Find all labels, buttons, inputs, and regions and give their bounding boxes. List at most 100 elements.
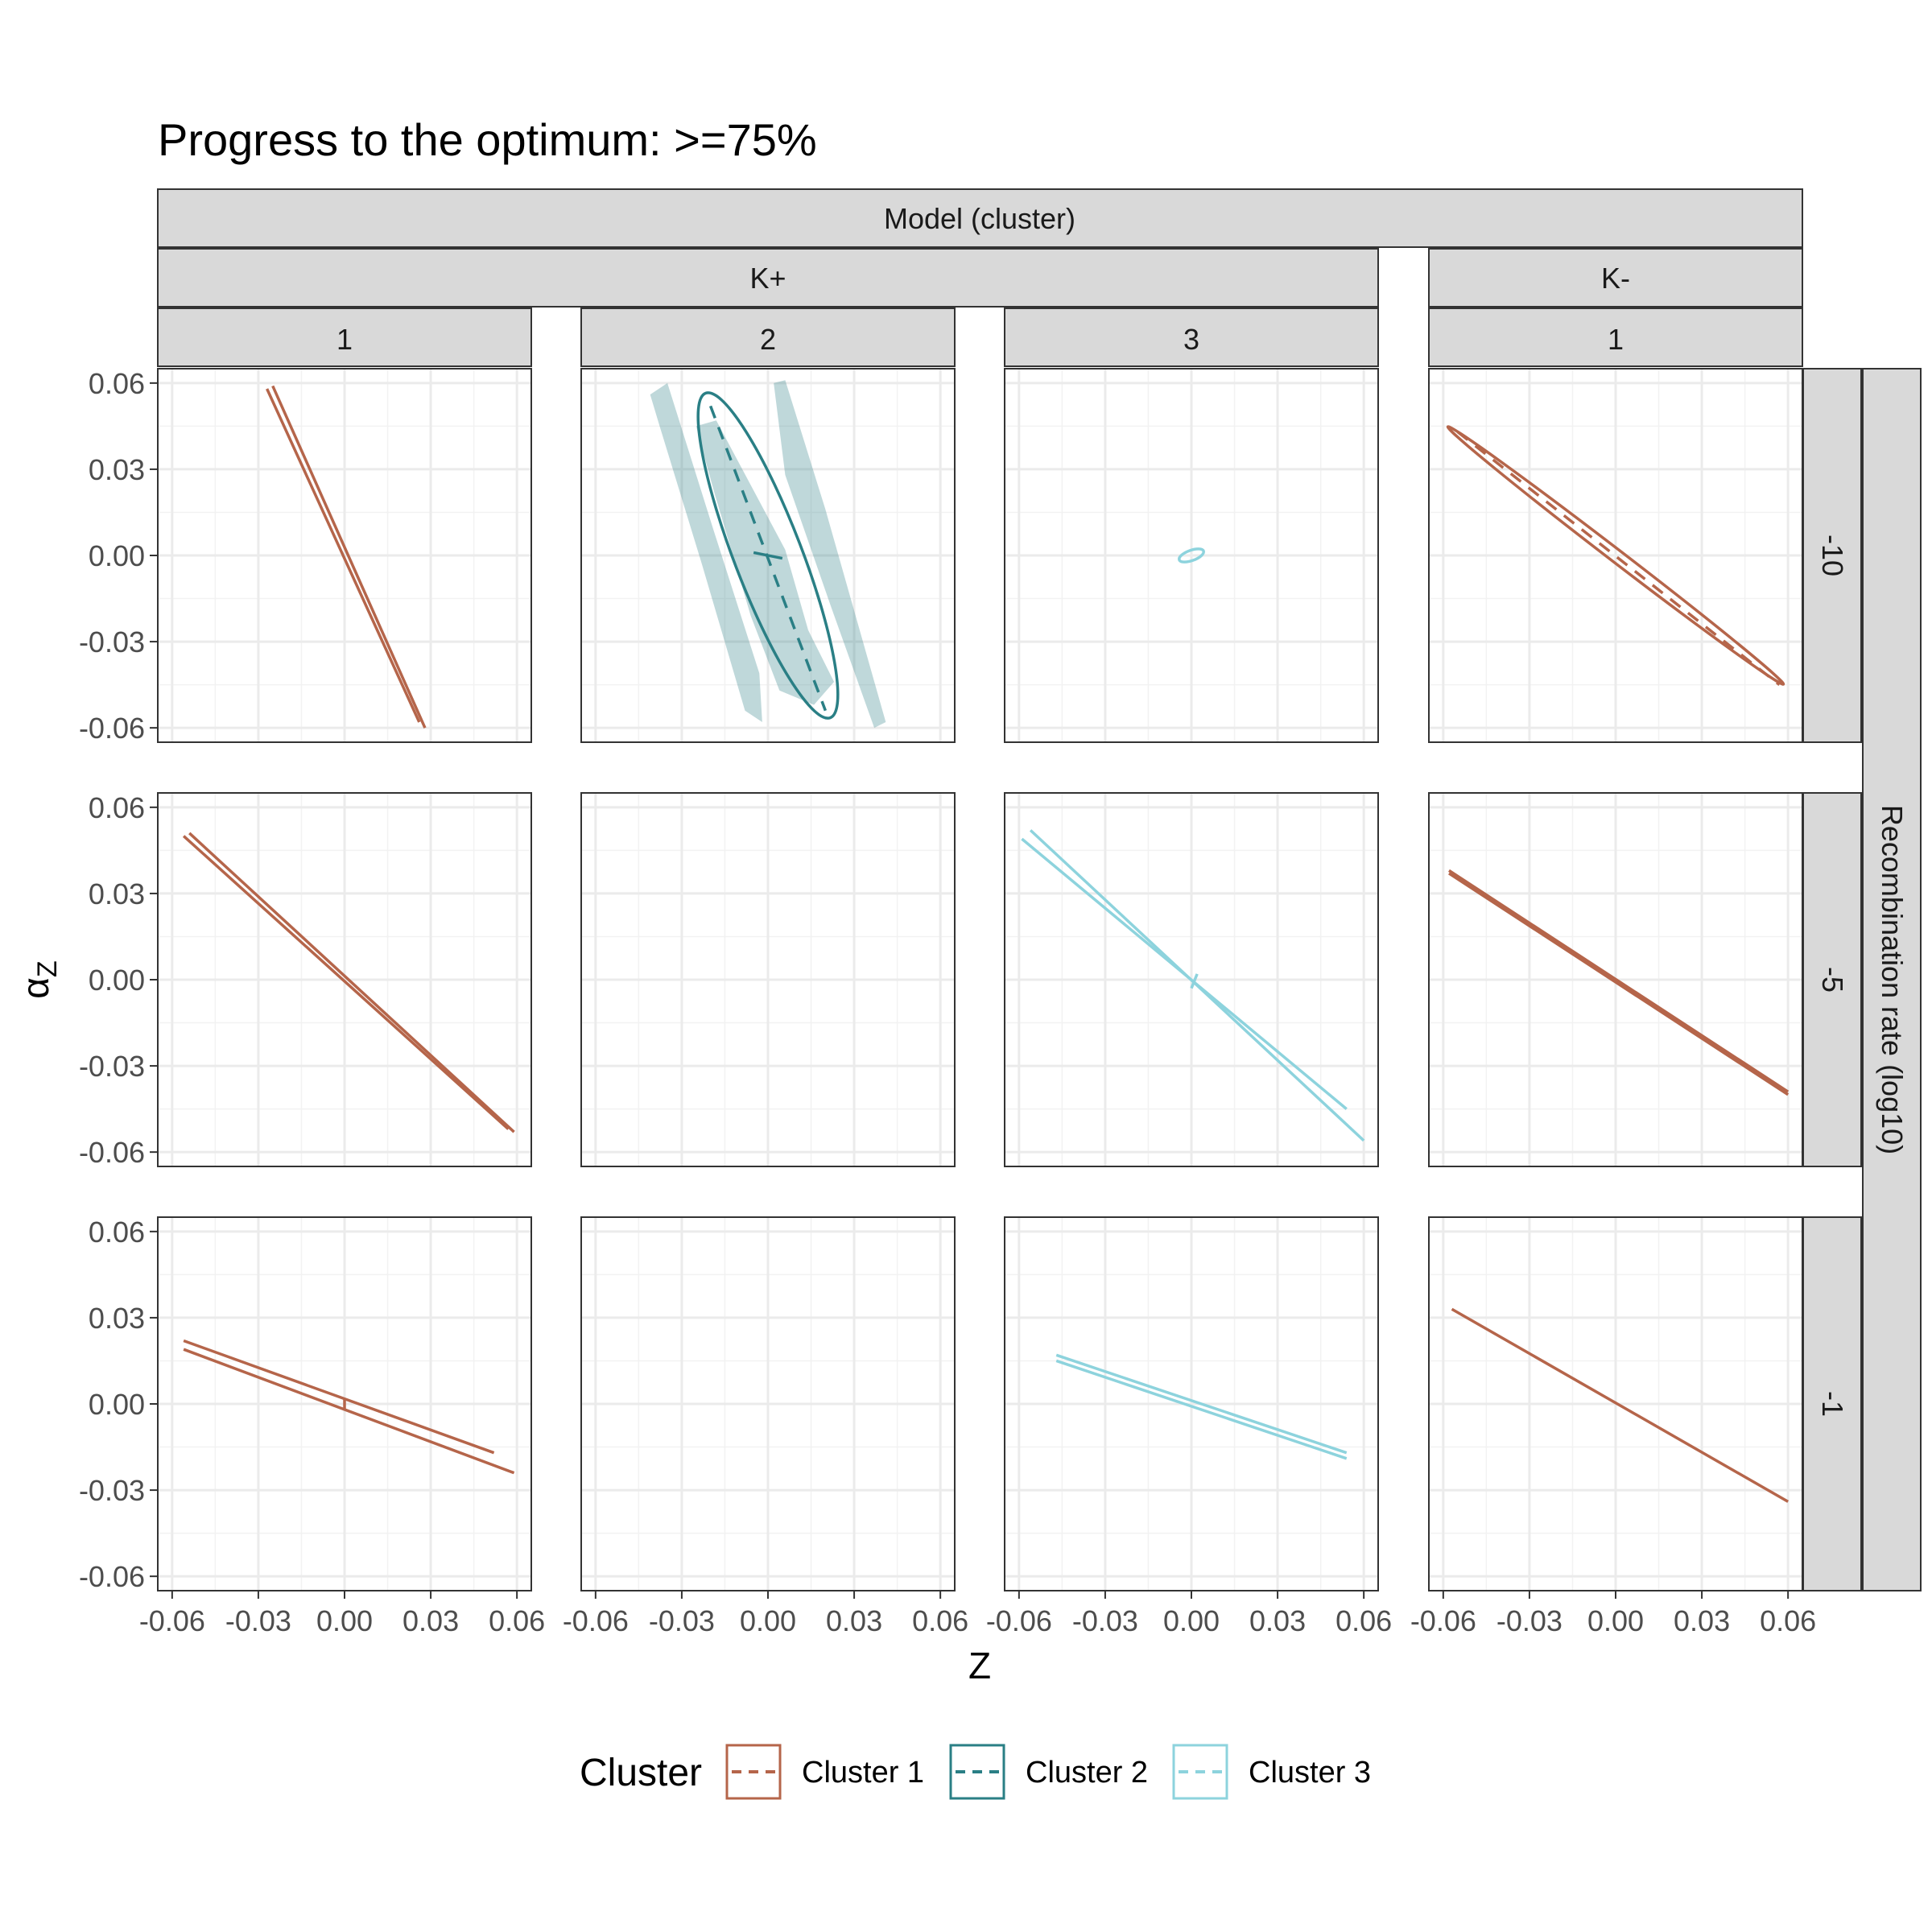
panel-border <box>1428 792 1803 1167</box>
y-tick-label: -0.06 <box>79 712 145 745</box>
panel-r1-c2 <box>580 368 956 743</box>
strip-row-2-label: -5 <box>1816 967 1849 993</box>
cluster-line-2 <box>188 832 515 1133</box>
x-tick-label: -0.06 <box>139 1604 205 1637</box>
panel-r3-c2 <box>580 1216 956 1591</box>
x-tick-label: 0.06 <box>1335 1604 1392 1637</box>
strip-row-title-label: Recombination rate (log10) <box>1876 805 1909 1154</box>
cluster-crossbar <box>753 551 783 560</box>
x-tick-label: -0.03 <box>225 1604 291 1637</box>
y-axis-title-sub: Z <box>32 960 63 977</box>
panel-r1-c4 <box>1428 368 1803 743</box>
cluster-line-1 <box>1451 1307 1790 1503</box>
x-tick-label: 0.03 <box>826 1604 882 1637</box>
legend-item-cluster-1: Cluster 1 <box>725 1744 924 1800</box>
strip-col-1-label: 1 <box>336 323 353 356</box>
x-tick-label: 0.00 <box>740 1604 796 1637</box>
panel-r1-c1 <box>157 368 532 743</box>
legend-label-cluster-3: Cluster 3 <box>1249 1756 1371 1790</box>
cluster-line-1 <box>1448 869 1790 1093</box>
panel-r2-c1 <box>157 792 532 1167</box>
cluster-ellipse <box>696 391 840 720</box>
cluster-line-2 <box>1029 829 1365 1142</box>
panel-r2-c3 <box>1004 792 1379 1167</box>
y-tick-label: -0.03 <box>79 1050 145 1083</box>
legend: Cluster Cluster 1 Cluster 2 Cluster 3 <box>580 1744 1371 1800</box>
strip-col-3-label: 3 <box>1183 323 1199 356</box>
x-tick-label: -0.03 <box>1072 1604 1138 1637</box>
y-tick-label: 0.00 <box>89 539 145 572</box>
panel-border <box>1428 368 1803 743</box>
strip-row-3-box <box>1802 1216 1862 1591</box>
cluster-line-1 <box>1055 1353 1348 1455</box>
x-tick-label: 0.06 <box>1760 1604 1816 1637</box>
legend-item-cluster-3: Cluster 3 <box>1172 1744 1371 1800</box>
panel-border <box>580 792 956 1167</box>
panel-r3-c1 <box>157 1216 532 1591</box>
y-tick-label: -0.03 <box>79 1474 145 1507</box>
cluster-line-2 <box>1448 872 1790 1096</box>
cluster-dashed-axis <box>708 405 828 712</box>
cluster-band-3 <box>696 420 835 705</box>
y-tick-label: 0.03 <box>89 1302 145 1335</box>
cluster-dashed-axis <box>1456 431 1781 686</box>
cluster-line-1 <box>266 388 421 723</box>
panel-r3-c3 <box>1004 1216 1379 1591</box>
strip-col-2-label: 2 <box>760 323 776 356</box>
strip-row-3-label: -1 <box>1816 1391 1849 1417</box>
x-tick-label: 0.00 <box>316 1604 373 1637</box>
strip-row-title-box <box>1862 368 1922 1591</box>
strip-col-2-box <box>580 308 956 367</box>
panel-r3-c4 <box>1428 1216 1803 1591</box>
cluster-crossbar <box>1190 973 1199 989</box>
strip-col-4-label: 1 <box>1608 323 1624 356</box>
strip-group-kminus-label: K- <box>1601 262 1630 295</box>
x-tick-label: -0.06 <box>563 1604 629 1637</box>
y-tick-label: 0.00 <box>89 964 145 997</box>
chart-title: Progress to the optimum: >=75% <box>158 114 817 165</box>
cluster-line-2 <box>271 385 427 729</box>
panel-r1-c3 <box>1004 368 1379 743</box>
x-tick-label: -0.06 <box>1410 1604 1476 1637</box>
column-cluster-strips: 1 2 3 1 <box>157 308 1803 367</box>
strip-group-kminus-box <box>1428 248 1803 308</box>
column-group-strips: K+ K- <box>157 248 1803 308</box>
cluster-ellipse <box>1177 547 1206 564</box>
panel-border <box>1004 368 1379 743</box>
x-tick-label: 0.06 <box>489 1604 545 1637</box>
y-tick-label: -0.03 <box>79 625 145 658</box>
cluster-band-2 <box>774 380 886 729</box>
x-tick-label: 0.06 <box>912 1604 968 1637</box>
y-tick-label: 0.06 <box>89 791 145 824</box>
panel-r2-c4 <box>1428 792 1803 1167</box>
cluster-line-2 <box>183 1348 515 1475</box>
cluster-line-2 <box>1055 1359 1348 1460</box>
strip-top-label: Model (cluster) <box>884 202 1075 235</box>
strip-group-kplus-label: K+ <box>749 262 786 295</box>
x-tick-label: 0.00 <box>1587 1604 1644 1637</box>
y-tick-label: 0.03 <box>89 877 145 910</box>
x-tick-label: 0.03 <box>402 1604 459 1637</box>
cluster-line-1 <box>183 1339 495 1455</box>
legend-label-cluster-1: Cluster 1 <box>802 1756 924 1790</box>
y-tick-label: 0.06 <box>89 367 145 400</box>
legend-label-cluster-2: Cluster 2 <box>1026 1756 1148 1790</box>
cluster-ellipse <box>1446 425 1785 686</box>
panel-border <box>580 368 956 743</box>
legend-title: Cluster <box>580 1752 702 1794</box>
y-axis-title-group: αZ <box>14 960 63 998</box>
y-tick-label: -0.06 <box>79 1136 145 1169</box>
y-axis-title-main: α <box>14 977 56 999</box>
y-tick-label: -0.06 <box>79 1560 145 1593</box>
cluster-line-1 <box>182 835 510 1130</box>
legend-item-cluster-2: Cluster 2 <box>949 1744 1148 1800</box>
strip-group-kplus-box <box>157 248 1379 308</box>
y-axis-ticks: 0.06 0.03 0.00 -0.03 -0.06 0.06 0.03 0.00 -0.03 -… <box>79 367 158 1593</box>
y-axis-title: αZ <box>14 960 63 998</box>
panel-border <box>1004 792 1379 1167</box>
y-tick-label: 0.00 <box>89 1388 145 1421</box>
x-tick-label: -0.03 <box>649 1604 715 1637</box>
x-tick-label: 0.03 <box>1249 1604 1306 1637</box>
cluster-band-1 <box>650 382 762 723</box>
